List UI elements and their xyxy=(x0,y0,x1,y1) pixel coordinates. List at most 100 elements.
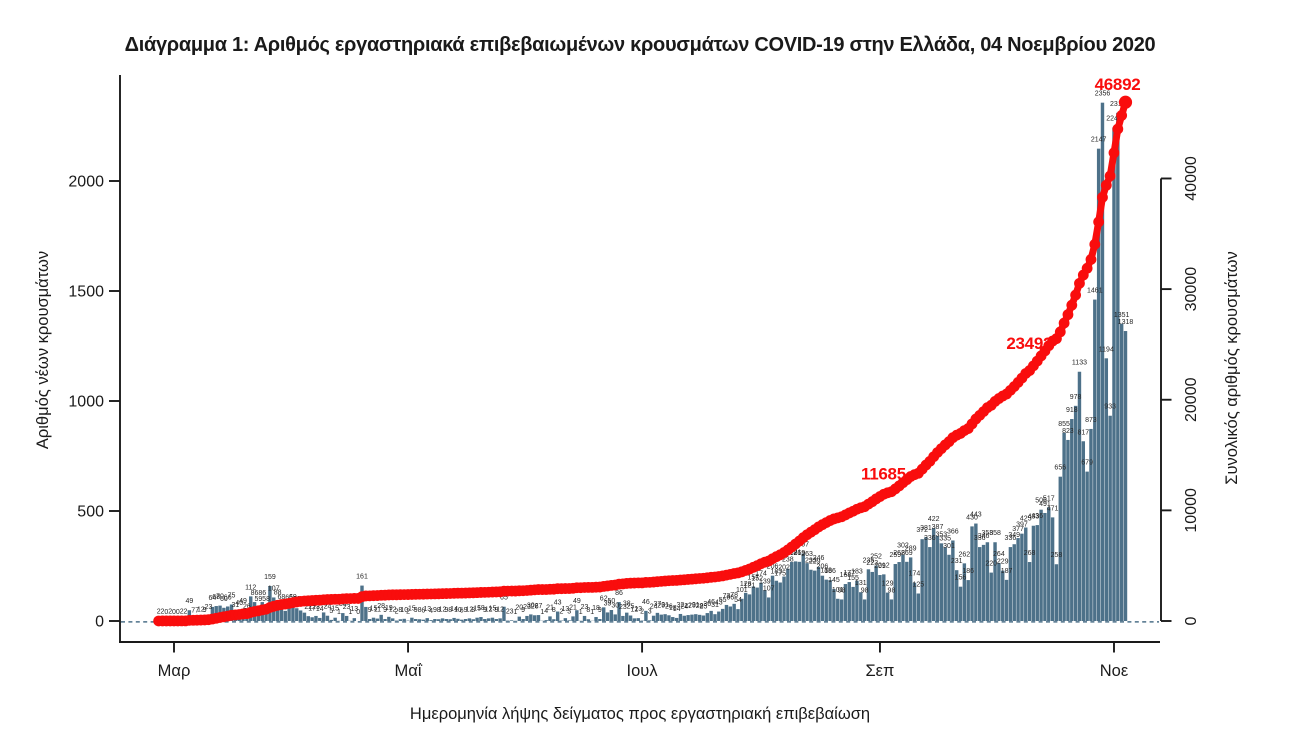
daily-cases-bar xyxy=(1008,547,1013,621)
bar-value-label: 3 xyxy=(648,608,652,615)
bar-value-label: 29 xyxy=(657,603,665,610)
right-axis-tick-label: 20000 xyxy=(1183,377,1200,422)
bar-value-label: 2 xyxy=(395,609,399,616)
bar-value-label: 65 xyxy=(500,595,508,602)
bar-value-label: 68 xyxy=(278,594,286,601)
daily-cases-bar xyxy=(525,615,529,621)
cumulative-line xyxy=(155,98,1129,625)
bar-value-label: 4 xyxy=(544,608,548,615)
bar-value-label: 2310 xyxy=(1110,101,1126,108)
month-tick-label: Μαρ xyxy=(158,662,191,680)
month-tick-label: Μαΐ xyxy=(395,662,423,680)
cumulative-line-group xyxy=(153,95,1133,627)
daily-cases-bar xyxy=(494,619,498,621)
bar-value-label: 101 xyxy=(736,587,748,594)
bar-value-label: 36 xyxy=(703,601,711,608)
bar-value-label: 23 xyxy=(581,604,589,611)
daily-cases-bar xyxy=(782,576,786,621)
bar-value-label: 98 xyxy=(861,587,869,594)
daily-cases-bar xyxy=(797,561,802,621)
bar-value-label: 27 xyxy=(684,603,692,610)
daily-cases-bar xyxy=(720,608,725,621)
bar-value-label: 301 xyxy=(943,543,955,550)
daily-cases-bar xyxy=(709,610,713,621)
daily-cases-bar xyxy=(498,618,502,621)
bar-value-label: 1318 xyxy=(1118,319,1134,326)
daily-cases-bar xyxy=(717,611,721,621)
bar-value-label: 259 xyxy=(889,552,901,559)
bar-value-label: 12 xyxy=(389,606,397,613)
bar-value-label: 517 xyxy=(1043,495,1055,502)
daily-cases-bar xyxy=(874,565,878,621)
bar-value-label: 86 xyxy=(258,590,266,597)
bar-value-label: 26 xyxy=(531,603,539,610)
daily-cases-bar xyxy=(809,569,813,621)
daily-cases-bar xyxy=(928,547,932,621)
bar-value-label: 161 xyxy=(356,574,368,581)
daily-cases-bar xyxy=(970,526,974,621)
daily-cases-bar xyxy=(287,606,291,621)
bar-value-label: 855 xyxy=(1058,421,1070,428)
bar-value-label: 26 xyxy=(243,603,251,610)
daily-cases-bar xyxy=(1050,517,1055,621)
bar-value-label: 933 xyxy=(1104,404,1116,411)
bar-value-label: 21 xyxy=(546,604,554,611)
bar-value-label: 23 xyxy=(312,604,320,611)
left-axis-tick-label: 1500 xyxy=(68,284,104,301)
left-axis-tick-label: 1000 xyxy=(68,394,104,411)
daily-cases-bar xyxy=(648,620,652,621)
cumulative-point xyxy=(1054,326,1066,338)
daily-cases-bar xyxy=(644,610,648,621)
bar-value-label: 335 xyxy=(939,535,951,542)
daily-cases-bar xyxy=(605,612,610,621)
bar-value-label: 9 xyxy=(598,607,602,614)
bar-value-label: 98 xyxy=(888,587,896,594)
bar-value-label: 289 xyxy=(905,545,917,552)
bar-value-label: 387 xyxy=(932,524,944,531)
daily-cases-bar xyxy=(617,602,621,621)
cumulative-point xyxy=(1093,216,1105,228)
bar-value-label: 39 xyxy=(604,600,612,607)
bars-group xyxy=(156,102,1128,622)
daily-cases-bar xyxy=(935,535,940,621)
daily-cases-bar xyxy=(1054,564,1059,621)
bar-value-label: 302 xyxy=(897,543,909,550)
daily-cases-bar xyxy=(598,619,602,621)
daily-cases-bar xyxy=(747,594,752,621)
daily-cases-bar xyxy=(901,554,905,621)
bar-value-label: 14 xyxy=(673,606,681,613)
daily-cases-bar xyxy=(786,568,790,621)
bar-value-label: 23 xyxy=(205,604,213,611)
daily-cases-bar xyxy=(1077,371,1082,621)
daily-cases-bar xyxy=(310,617,314,621)
daily-cases-bar xyxy=(621,615,625,621)
bar-value-label: 22 xyxy=(304,604,312,611)
daily-cases-bar xyxy=(575,610,579,621)
bar-value-label: 433 xyxy=(1028,514,1040,521)
daily-cases-bar xyxy=(651,615,656,621)
bar-value-label: 2 xyxy=(184,609,188,616)
daily-cases-bar xyxy=(536,615,541,621)
month-tick-label: Σεπ xyxy=(865,662,894,680)
daily-cases-bar xyxy=(671,617,675,621)
left-axis-tick-label: 500 xyxy=(77,504,104,521)
bar-value-label: 235 xyxy=(863,557,875,564)
cumulative-point xyxy=(1062,309,1074,321)
daily-cases-bar xyxy=(1062,432,1066,621)
bar-value-label: 268 xyxy=(893,550,905,557)
daily-cases-bar xyxy=(847,582,851,621)
daily-cases-bar xyxy=(444,619,449,621)
daily-cases-bar xyxy=(966,580,970,621)
bar-value-label: 24 xyxy=(650,604,658,611)
bar-value-label: 1 xyxy=(349,609,353,616)
daily-cases-bar xyxy=(625,612,629,621)
daily-cases-bar xyxy=(962,563,967,621)
bar-value-label: 21 xyxy=(569,604,577,611)
daily-cases-bar xyxy=(529,614,533,621)
bar-value-label: 233 xyxy=(805,558,817,565)
daily-cases-bar xyxy=(517,616,522,621)
daily-cases-bar xyxy=(705,613,710,621)
daily-cases-bar xyxy=(978,547,982,621)
right-axis-tick-label: 30000 xyxy=(1183,267,1200,312)
daily-cases-bar xyxy=(440,618,445,621)
